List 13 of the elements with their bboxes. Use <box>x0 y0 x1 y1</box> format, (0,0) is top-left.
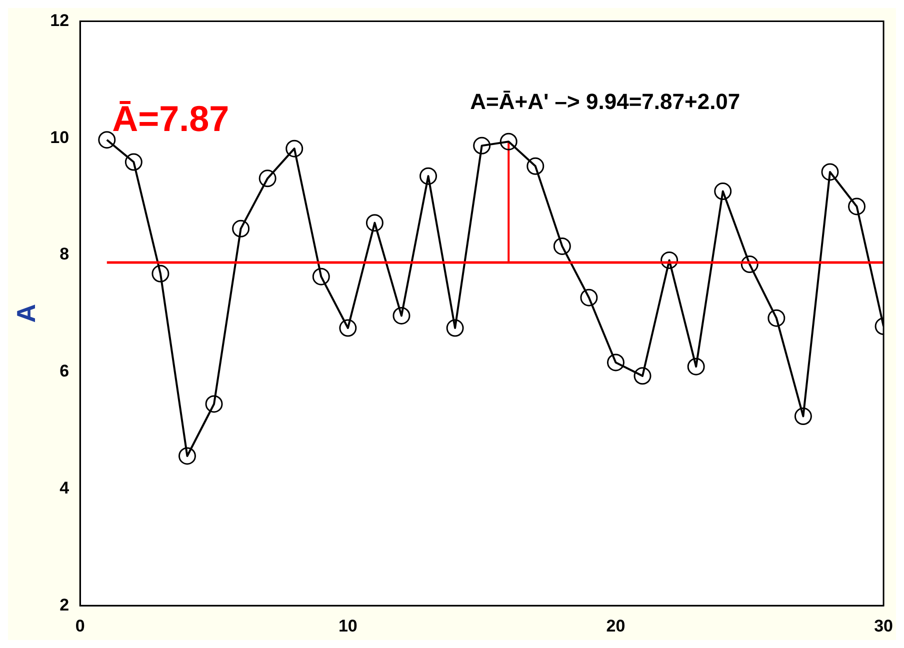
x-tick-label: 30 <box>874 616 894 636</box>
annotation: A=Ā+A' –> 9.94=7.87+2.07 <box>470 89 740 114</box>
x-tick-label: 0 <box>75 616 85 636</box>
y-tick-label: 10 <box>50 128 70 147</box>
y-tick-label: 2 <box>60 595 70 614</box>
y-tick-label: 6 <box>60 362 70 381</box>
y-tick-label: 4 <box>60 478 70 498</box>
annotation: Ā=7.87 <box>112 98 230 140</box>
y-axis-title: A <box>10 304 41 323</box>
x-tick-label: 20 <box>606 616 626 636</box>
y-tick-label: 8 <box>60 244 70 264</box>
y-tick-label: 12 <box>50 10 70 30</box>
x-tick-label: 10 <box>338 616 358 636</box>
